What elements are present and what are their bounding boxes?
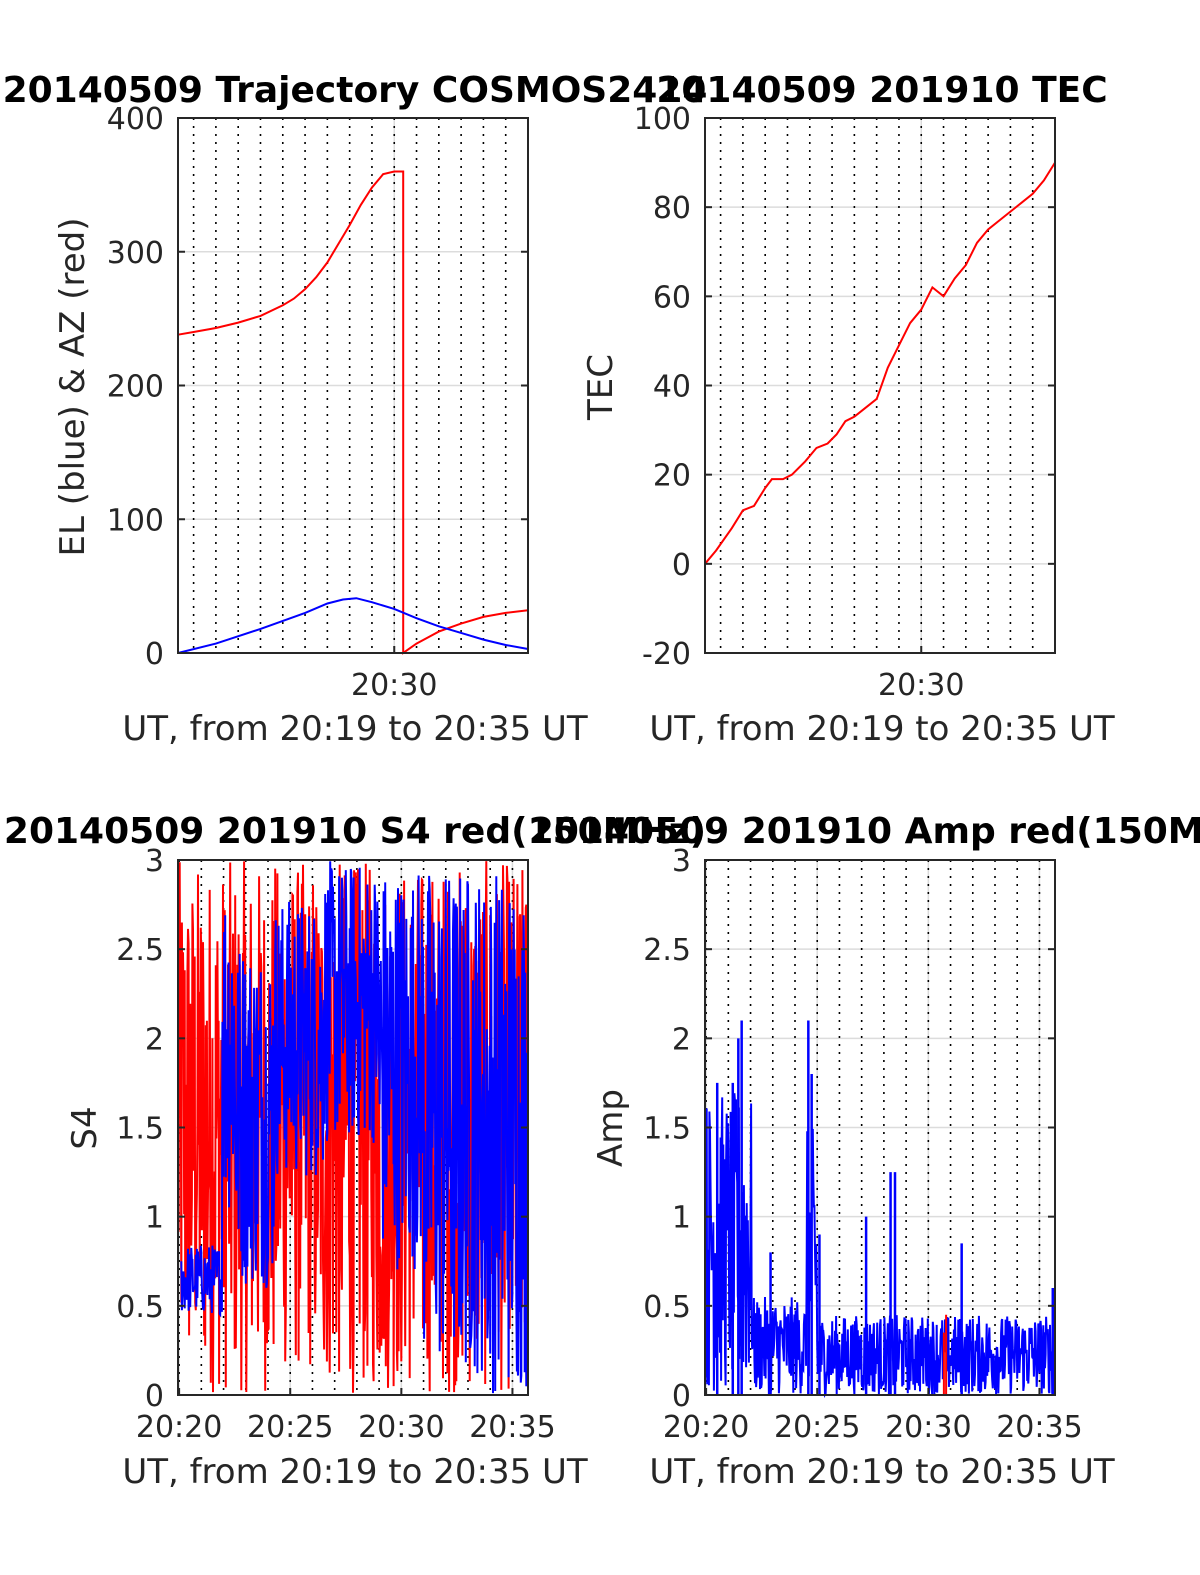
s4-xtick-label: 20:25 bbox=[247, 1410, 333, 1445]
amp-title: 20140509 201910 Amp red(150MHz) bbox=[529, 811, 1200, 852]
s4-ytick-label: 2 bbox=[145, 1022, 164, 1057]
tec-xlabel: UT, from 20:19 to 20:35 UT bbox=[649, 709, 1115, 749]
tec-panel: 20140509 201910 TEC UT, from 20:19 to 20… bbox=[581, 70, 1115, 749]
amp-plot-area: 0 0.5 1 1.5 2 2.5 3 20:20 20:25 20:30 20:35 bbox=[643, 844, 1082, 1445]
s4-ylabel: S4 bbox=[65, 1106, 105, 1149]
amp-panel: 20140509 201910 Amp red(150MHz) UT, from… bbox=[529, 811, 1200, 1492]
trajectory-ytick-label: 200 bbox=[107, 370, 164, 405]
tec-ytick-label: 0 bbox=[672, 548, 691, 583]
s4-ytick-label: 1.5 bbox=[116, 1112, 164, 1147]
tec-ytick-label: 100 bbox=[634, 102, 691, 137]
trajectory-ytick-label: 100 bbox=[107, 503, 164, 538]
trajectory-panel: 20140509 Trajectory COSMOS2414 UT, from … bbox=[3, 70, 708, 749]
s4-ytick-label: 0 bbox=[145, 1379, 164, 1414]
s4-title: 20140509 201910 S4 red(150MHz) bbox=[4, 811, 706, 852]
amp-ytick-label: 1 bbox=[672, 1201, 691, 1236]
tec-ytick-label: -20 bbox=[642, 637, 691, 672]
s4-plot-area: 0 0.5 1 1.5 2 2.5 3 20:20 20:25 20:30 20:35 bbox=[116, 844, 555, 1445]
amp-xtick-label: 20:30 bbox=[885, 1410, 971, 1445]
trajectory-series-red bbox=[177, 170, 529, 655]
trajectory-title: 20140509 Trajectory COSMOS2414 bbox=[3, 70, 708, 111]
amp-xtick-label: 20:35 bbox=[996, 1410, 1082, 1445]
tec-ytick-label: 20 bbox=[653, 459, 691, 494]
trajectory-ylabel: EL (blue) & AZ (red) bbox=[53, 217, 93, 556]
tec-ylabel: TEC bbox=[581, 354, 621, 421]
tec-ytick-label: 40 bbox=[653, 370, 691, 405]
trajectory-ytick-label: 300 bbox=[107, 236, 164, 271]
trajectory-ytick-label: 400 bbox=[107, 102, 164, 137]
amp-ytick-label: 3 bbox=[672, 844, 691, 879]
amp-ytick-label: 2 bbox=[672, 1022, 691, 1057]
trajectory-series-blue bbox=[177, 597, 529, 654]
s4-panel: 20140509 201910 S4 red(150MHz) UT, from … bbox=[4, 811, 706, 1492]
s4-ytick-label: 0.5 bbox=[116, 1290, 164, 1325]
s4-series-blue bbox=[180, 861, 529, 1394]
trajectory-xtick-label: 20:30 bbox=[351, 668, 437, 703]
s4-xlabel: UT, from 20:19 to 20:35 UT bbox=[122, 1452, 588, 1492]
tec-title: 20140509 201910 TEC bbox=[656, 70, 1107, 111]
amp-series-blue bbox=[704, 1093, 1056, 1399]
trajectory-ytick-label: 0 bbox=[145, 637, 164, 672]
tec-plot-area: -20 0 20 40 60 80 100 20:30 bbox=[634, 102, 1056, 703]
s4-ytick-label: 1 bbox=[145, 1201, 164, 1236]
s4-xtick-label: 20:35 bbox=[469, 1410, 555, 1445]
amp-xtick-label: 20:20 bbox=[663, 1410, 749, 1445]
trajectory-xlabel: UT, from 20:19 to 20:35 UT bbox=[122, 709, 588, 749]
amp-ytick-label: 2.5 bbox=[643, 933, 691, 968]
s4-ytick-label: 3 bbox=[145, 844, 164, 879]
s4-xtick-label: 20:30 bbox=[358, 1410, 444, 1445]
tec-xtick-label: 20:30 bbox=[878, 668, 964, 703]
tec-series-red bbox=[704, 162, 1056, 565]
amp-ytick-label: 0 bbox=[672, 1379, 691, 1414]
s4-xtick-label: 20:20 bbox=[136, 1410, 222, 1445]
amp-ytick-label: 1.5 bbox=[643, 1112, 691, 1147]
tec-ytick-label: 60 bbox=[653, 280, 691, 315]
trajectory-plot-area: 0 100 200 300 400 20:30 bbox=[107, 102, 529, 703]
tec-ytick-label: 80 bbox=[653, 191, 691, 226]
amp-xtick-label: 20:25 bbox=[774, 1410, 860, 1445]
amp-ytick-label: 0.5 bbox=[643, 1290, 691, 1325]
s4-ytick-label: 2.5 bbox=[116, 933, 164, 968]
amp-xlabel: UT, from 20:19 to 20:35 UT bbox=[649, 1452, 1115, 1492]
amp-ylabel: Amp bbox=[591, 1089, 631, 1167]
